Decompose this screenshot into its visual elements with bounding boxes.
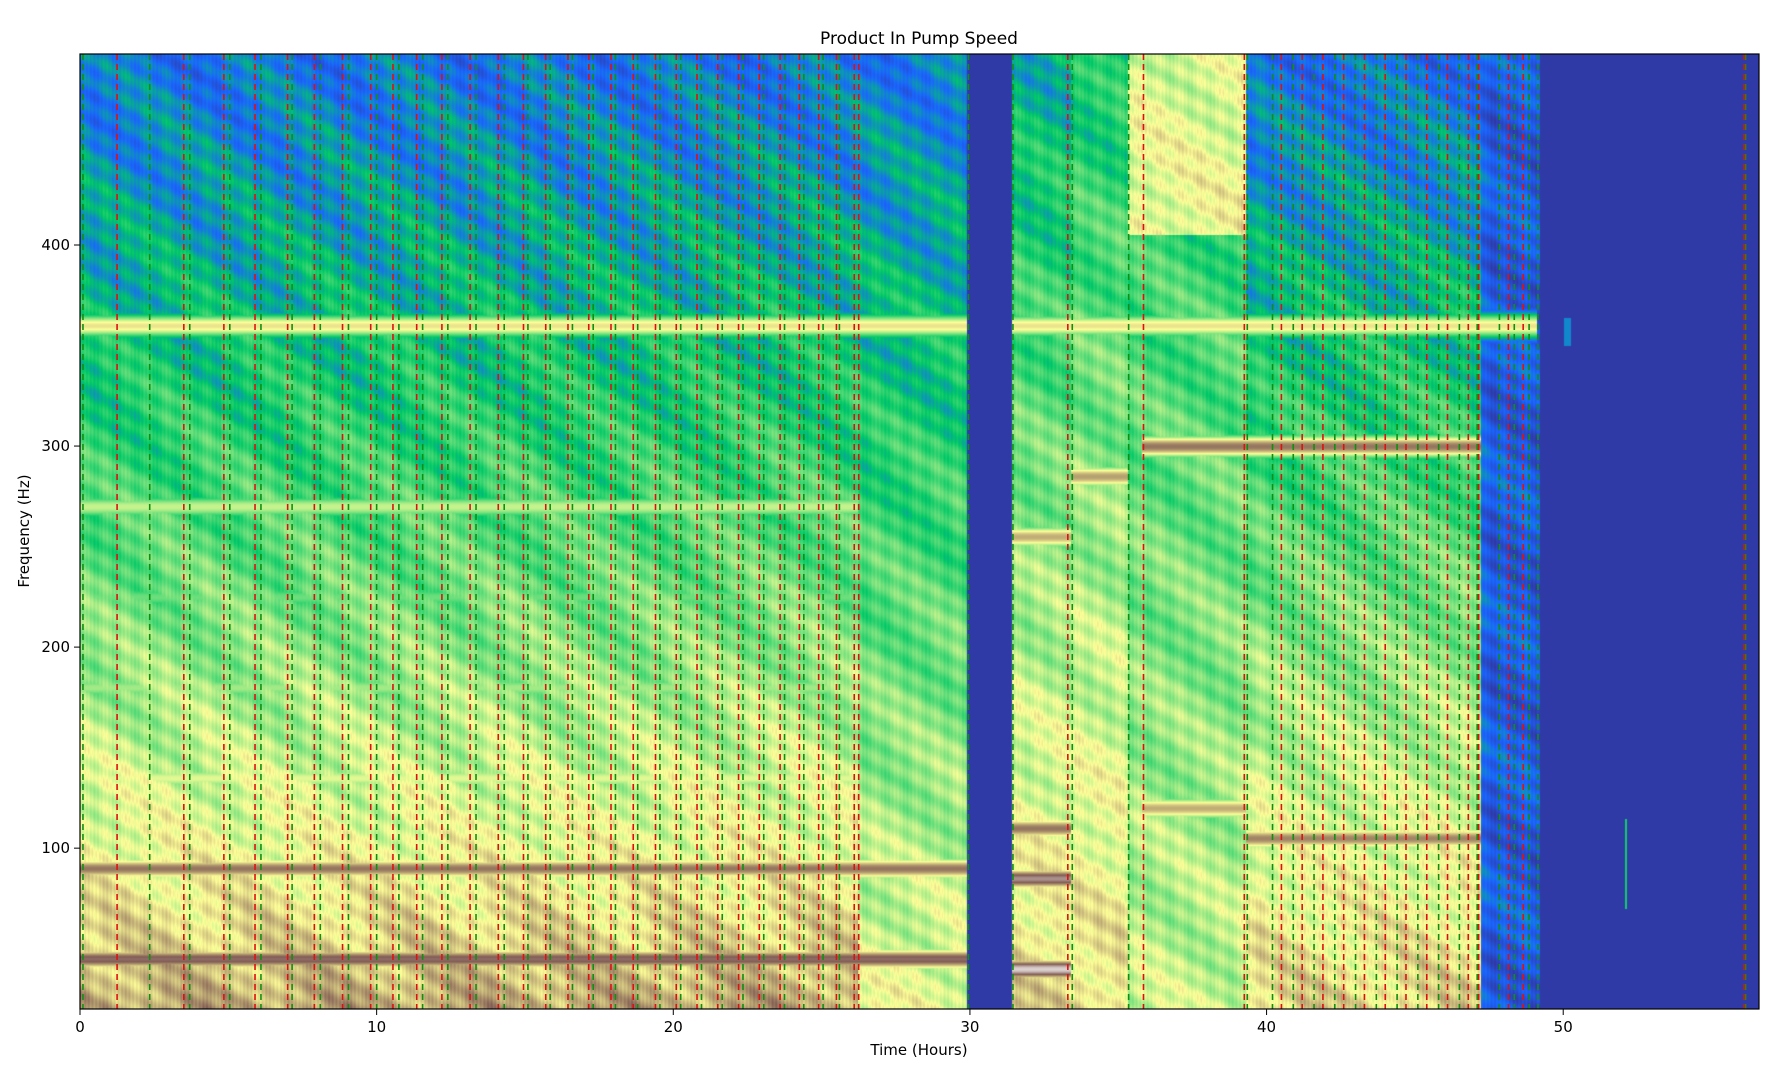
x-tick-label: 20 <box>664 1018 683 1036</box>
chart-title: Product In Pump Speed <box>820 29 1018 49</box>
x-tick-label: 30 <box>960 1018 979 1036</box>
spectrogram-heatmap <box>80 54 1759 1009</box>
y-tick-label: 400 <box>41 236 70 254</box>
y-tick-label: 200 <box>41 638 70 656</box>
y-axis: 100 200 300 400 <box>41 236 80 857</box>
x-axis: 0 10 20 30 40 50 <box>75 1009 1573 1036</box>
plot-area <box>79 53 1760 1010</box>
y-tick-label: 300 <box>41 437 70 455</box>
time-marker-layer <box>82 54 1747 1009</box>
x-tick-label: 50 <box>1554 1018 1573 1036</box>
x-axis-label: Time (Hours) <box>869 1041 967 1059</box>
y-axis-label: Frequency (Hz) <box>15 474 33 587</box>
x-tick-label: 40 <box>1257 1018 1276 1036</box>
x-tick-label: 10 <box>367 1018 386 1036</box>
y-tick-label: 100 <box>41 839 70 857</box>
x-tick-label: 0 <box>75 1018 85 1036</box>
plot-frame <box>79 53 1760 1010</box>
